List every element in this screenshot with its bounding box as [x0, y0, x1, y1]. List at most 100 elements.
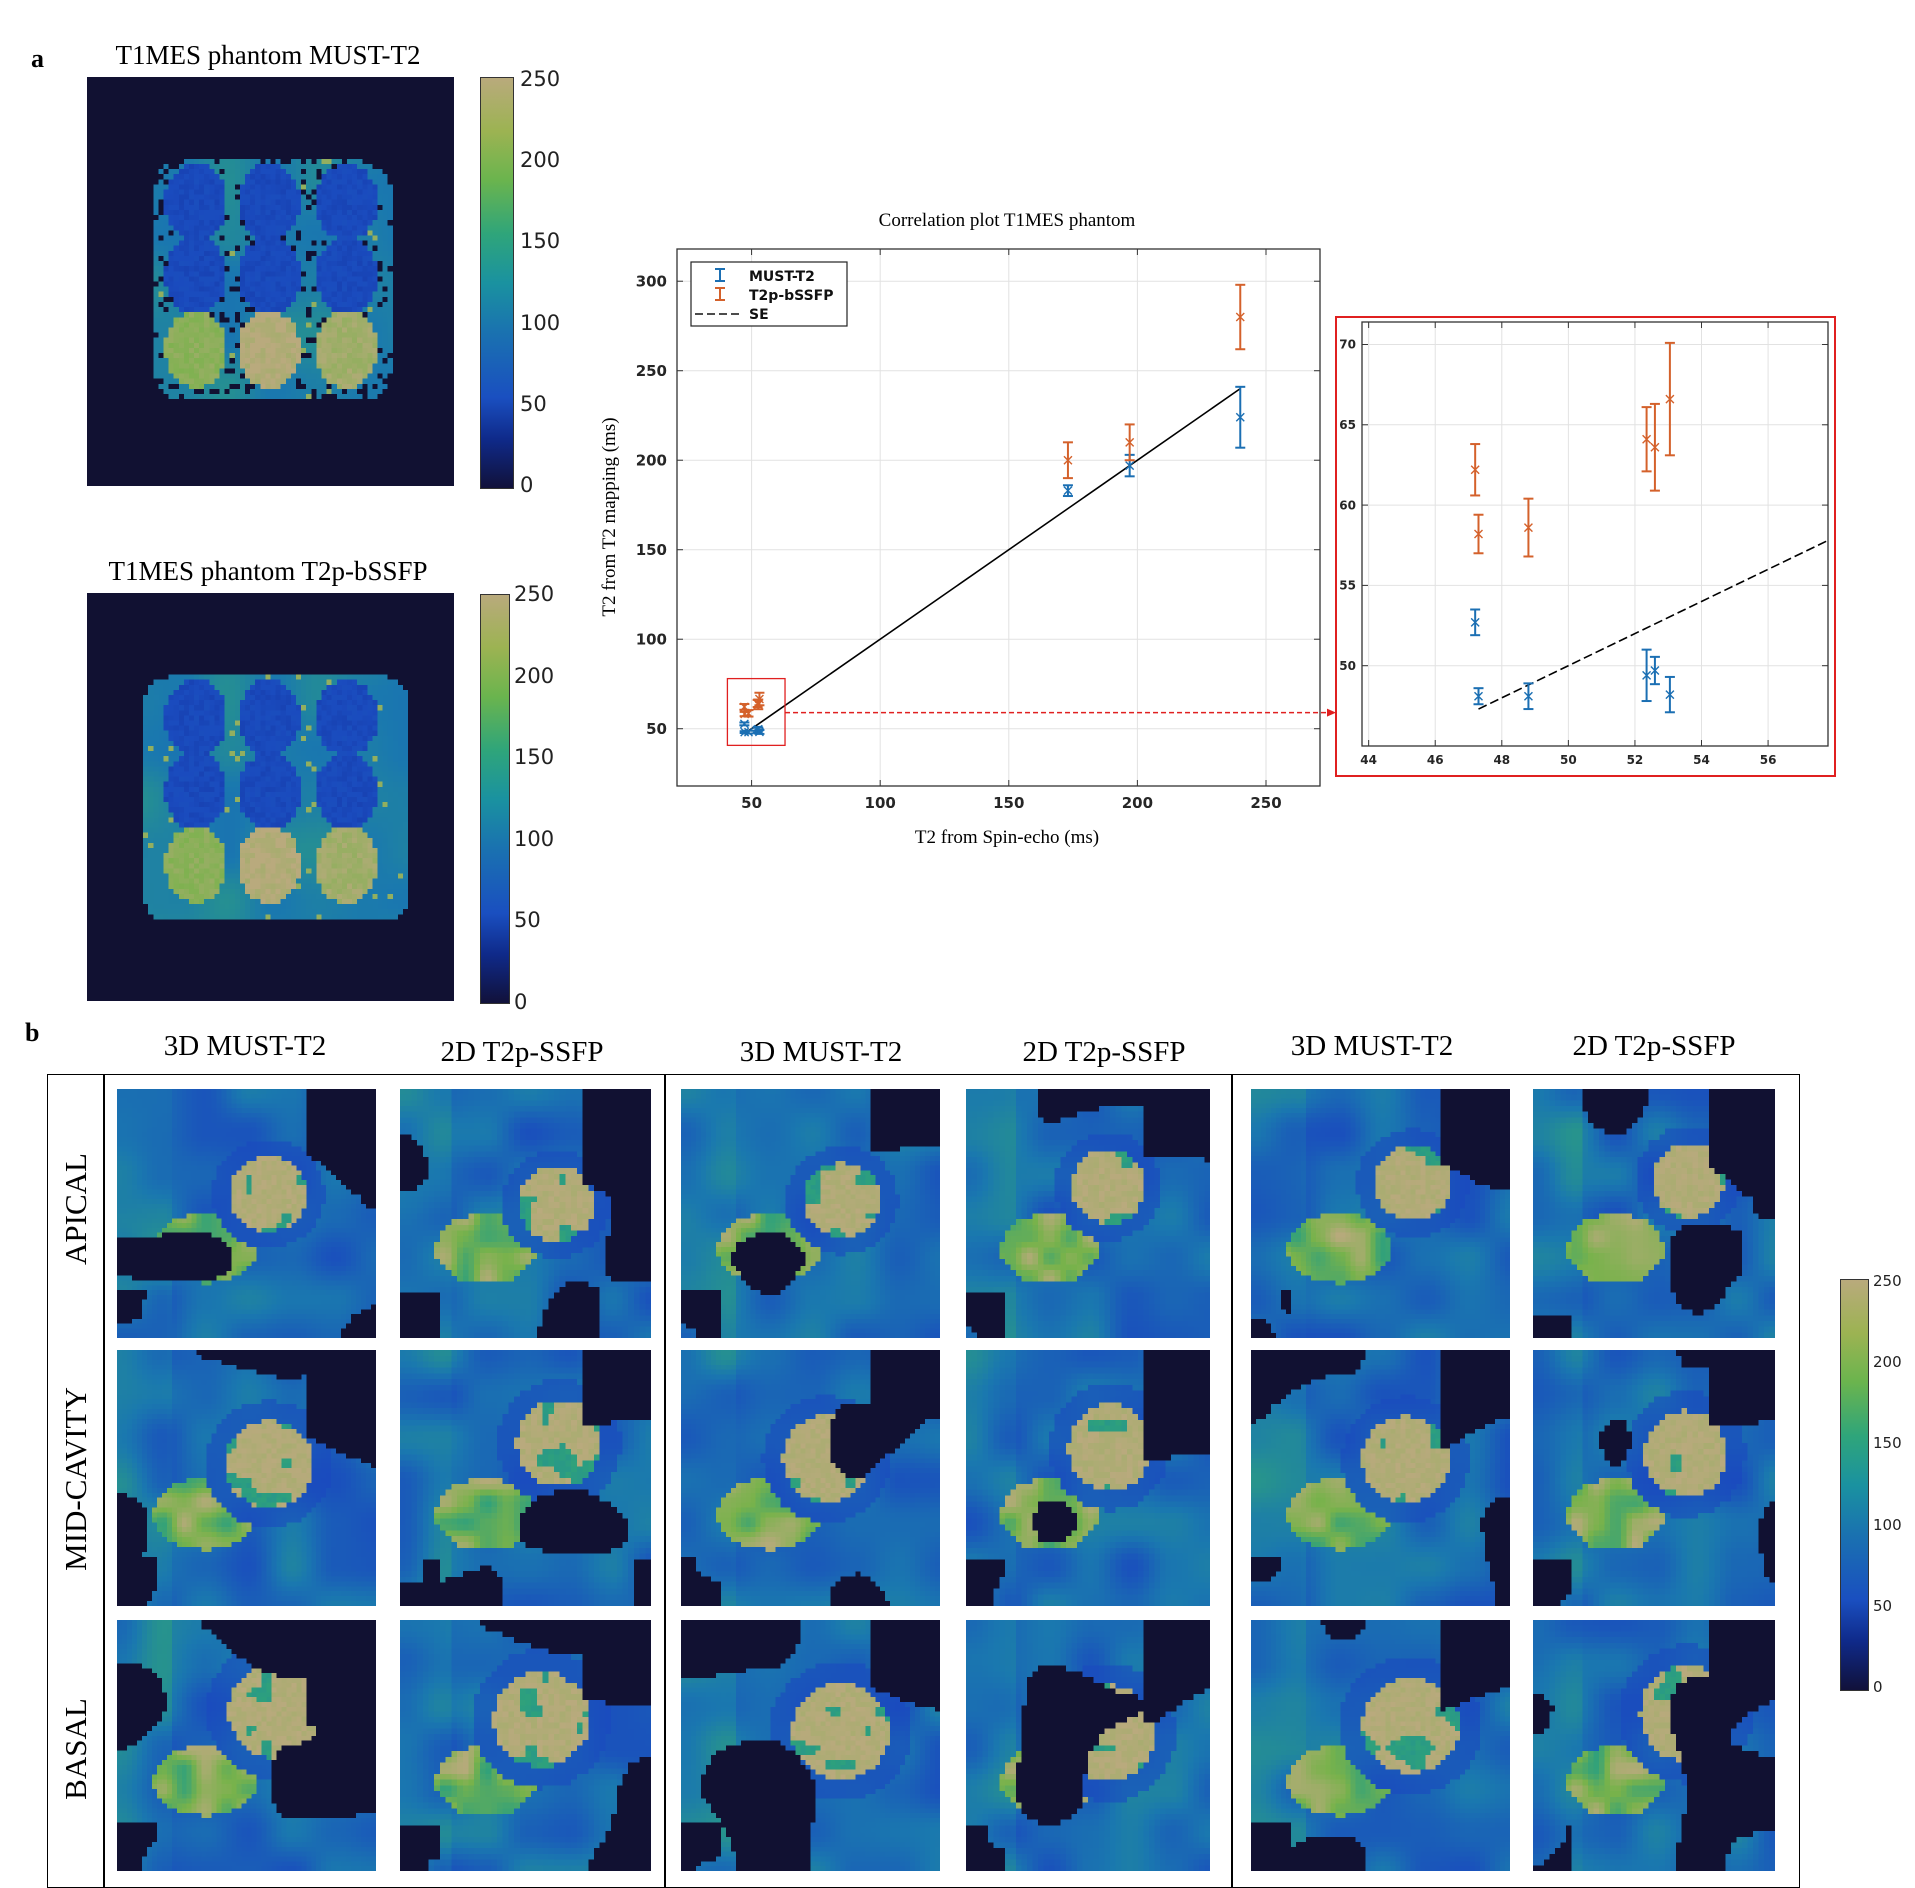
y-tick-label: 100: [636, 630, 667, 648]
phantom-t2p-bssfp-image: [87, 593, 454, 1001]
cardiac-t2-map-basal: [1251, 1620, 1510, 1871]
t2p-bssfp-marker: [744, 708, 753, 718]
column-header: 3D MUST-T2: [1290, 1030, 1454, 1062]
cardiac-t2-map-basal: [966, 1620, 1210, 1871]
must-t2-marker: [1650, 666, 1660, 676]
cardiac-t2-map-apical: [1533, 1089, 1775, 1338]
cardiac-t2-map-mid-cavity: [681, 1350, 940, 1606]
must-t2-marker: [754, 727, 764, 737]
y-axis-label: T2 from T2 mapping (ms): [599, 417, 620, 616]
t2p-bssfp-point: [1473, 513, 1484, 555]
phantom-must-t2-title: T1MES phantom MUST-T2: [115, 40, 421, 70]
cardiac-t2-map-mid-cavity: [1533, 1350, 1775, 1606]
colorbar-tick-label: 100: [1873, 1515, 1902, 1534]
must-t2-marker: [1642, 670, 1652, 680]
x-tick-label: 54: [1693, 753, 1710, 767]
colorbar-tick-label: 250: [1873, 1272, 1902, 1290]
y-tick-label: 65: [1339, 418, 1356, 432]
group-divider: [1231, 1074, 1233, 1887]
colorbar-tick-label: 200: [520, 148, 561, 173]
cardiac-t2-map-apical: [117, 1089, 376, 1338]
plot-content: [739, 283, 1246, 737]
t2p-bssfp-marker: [754, 694, 764, 704]
cardiac-t2-map-basal: [400, 1620, 651, 1871]
must-t2-point: [1523, 682, 1534, 711]
cardiac-t2-map-basal: [1533, 1620, 1775, 1871]
y-tick-label: 70: [1339, 338, 1356, 352]
legend-box: [690, 261, 848, 327]
must-t2-marker: [1665, 690, 1675, 700]
cardiac-image-canvas: [117, 1350, 376, 1606]
column-header: 3D MUST-T2: [739, 1036, 903, 1068]
x-tick-label: 100: [865, 794, 896, 812]
cardiac-image-canvas: [681, 1350, 940, 1606]
x-tick-label: 46: [1427, 753, 1444, 767]
x-tick-label: 200: [1122, 794, 1153, 812]
x-tick-label: 44: [1360, 753, 1377, 767]
t2p-bssfp-point: [1664, 341, 1675, 457]
row-label-basal: BASAL: [58, 1698, 93, 1800]
colorbar-tick-label: 100: [514, 826, 555, 851]
column-header: 2D T2p-SSFP: [1572, 1030, 1736, 1062]
must-t2-point: [1641, 648, 1652, 703]
cardiac-image-canvas: [400, 1350, 651, 1606]
colorbar-tick-label: 200: [514, 663, 555, 688]
cardiac-t2-map-apical: [400, 1089, 651, 1338]
panel-b-label: b: [25, 1018, 40, 1047]
phantom-t2p-bssfp-title: T1MES phantom T2p-bSSFP: [108, 556, 428, 586]
cardiac-t2-map-mid-cavity: [966, 1350, 1210, 1606]
t2p-bssfp-marker: [1474, 529, 1483, 539]
cardiac-image-canvas: [1251, 1620, 1510, 1871]
colorbar-tick-label: 200: [1873, 1353, 1902, 1372]
colorbar-tick-label: 150: [1873, 1434, 1902, 1453]
column-header: 2D T2p-SSFP: [440, 1036, 604, 1068]
group-divider: [664, 1074, 666, 1887]
x-tick-label: 250: [1250, 794, 1281, 812]
correlation-plot: Correlation plot T1MES phantom T2 from S…: [599, 210, 1836, 848]
must-t2-marker: [739, 719, 749, 729]
cardiac-image-canvas: [400, 1620, 651, 1871]
cardiac-t2-map-mid-cavity: [117, 1350, 376, 1606]
must-t2-marker: [740, 727, 750, 737]
main-plot-area: 50 100 150 200 250 50 100 150 200 250 300: [636, 248, 1321, 812]
t2p-bssfp-point: [1124, 423, 1135, 462]
t2p-bssfp-point: [1649, 402, 1660, 492]
legend-se: SE: [749, 307, 769, 323]
cardiac-image-canvas: [1533, 1350, 1775, 1606]
t2p-bssfp-point: [1523, 497, 1534, 558]
cardiac-image-canvas: [117, 1089, 376, 1338]
row-label-divider: [103, 1074, 105, 1887]
must-t2-point: [1473, 687, 1484, 706]
x-tick-label: 56: [1760, 753, 1777, 767]
must-t2-marker: [1125, 461, 1135, 471]
t2p-bssfp-marker: [1125, 437, 1135, 447]
cardiac-image-canvas: [681, 1089, 940, 1338]
cardiac-image-canvas: [117, 1620, 376, 1871]
x-tick-label: 50: [1560, 753, 1577, 767]
t2p-bssfp-marker: [1063, 455, 1073, 465]
colorbar-tick-label: 50: [520, 391, 547, 416]
phantom-t2p-bssfp-colorbar: [480, 594, 510, 1004]
t2p-bssfp-point: [754, 691, 765, 707]
x-tick-label: 150: [993, 794, 1024, 812]
y-tick-label: 300: [636, 272, 667, 290]
cardiac-image-canvas: [1533, 1089, 1775, 1338]
must-t2-marker: [1235, 412, 1245, 422]
inset-frame: [1335, 316, 1836, 777]
must-t2-point: [739, 719, 750, 729]
y-tick-label: 50: [1339, 659, 1356, 673]
must-t2-marker: [1523, 691, 1533, 701]
legend-must-t2-marker: [715, 268, 725, 282]
x-tick-label: 48: [1493, 753, 1510, 767]
t2p-bssfp-marker: [1470, 465, 1480, 475]
cardiac-t2-map-apical: [1251, 1089, 1510, 1338]
x-axis-label: T2 from Spin-echo (ms): [915, 827, 1099, 848]
colorbar-tick-label: 0: [520, 473, 534, 497]
cardiac-t2-map-mid-cavity: [400, 1350, 651, 1606]
zoom-arrow-head: [1327, 708, 1336, 717]
colorbar-tick-label: 100: [520, 310, 561, 335]
t2p-bssfp-marker: [1523, 523, 1533, 533]
y-tick-label: 150: [636, 541, 667, 559]
must-t2-point: [1235, 385, 1246, 449]
column-header: 2D T2p-SSFP: [1022, 1036, 1186, 1068]
